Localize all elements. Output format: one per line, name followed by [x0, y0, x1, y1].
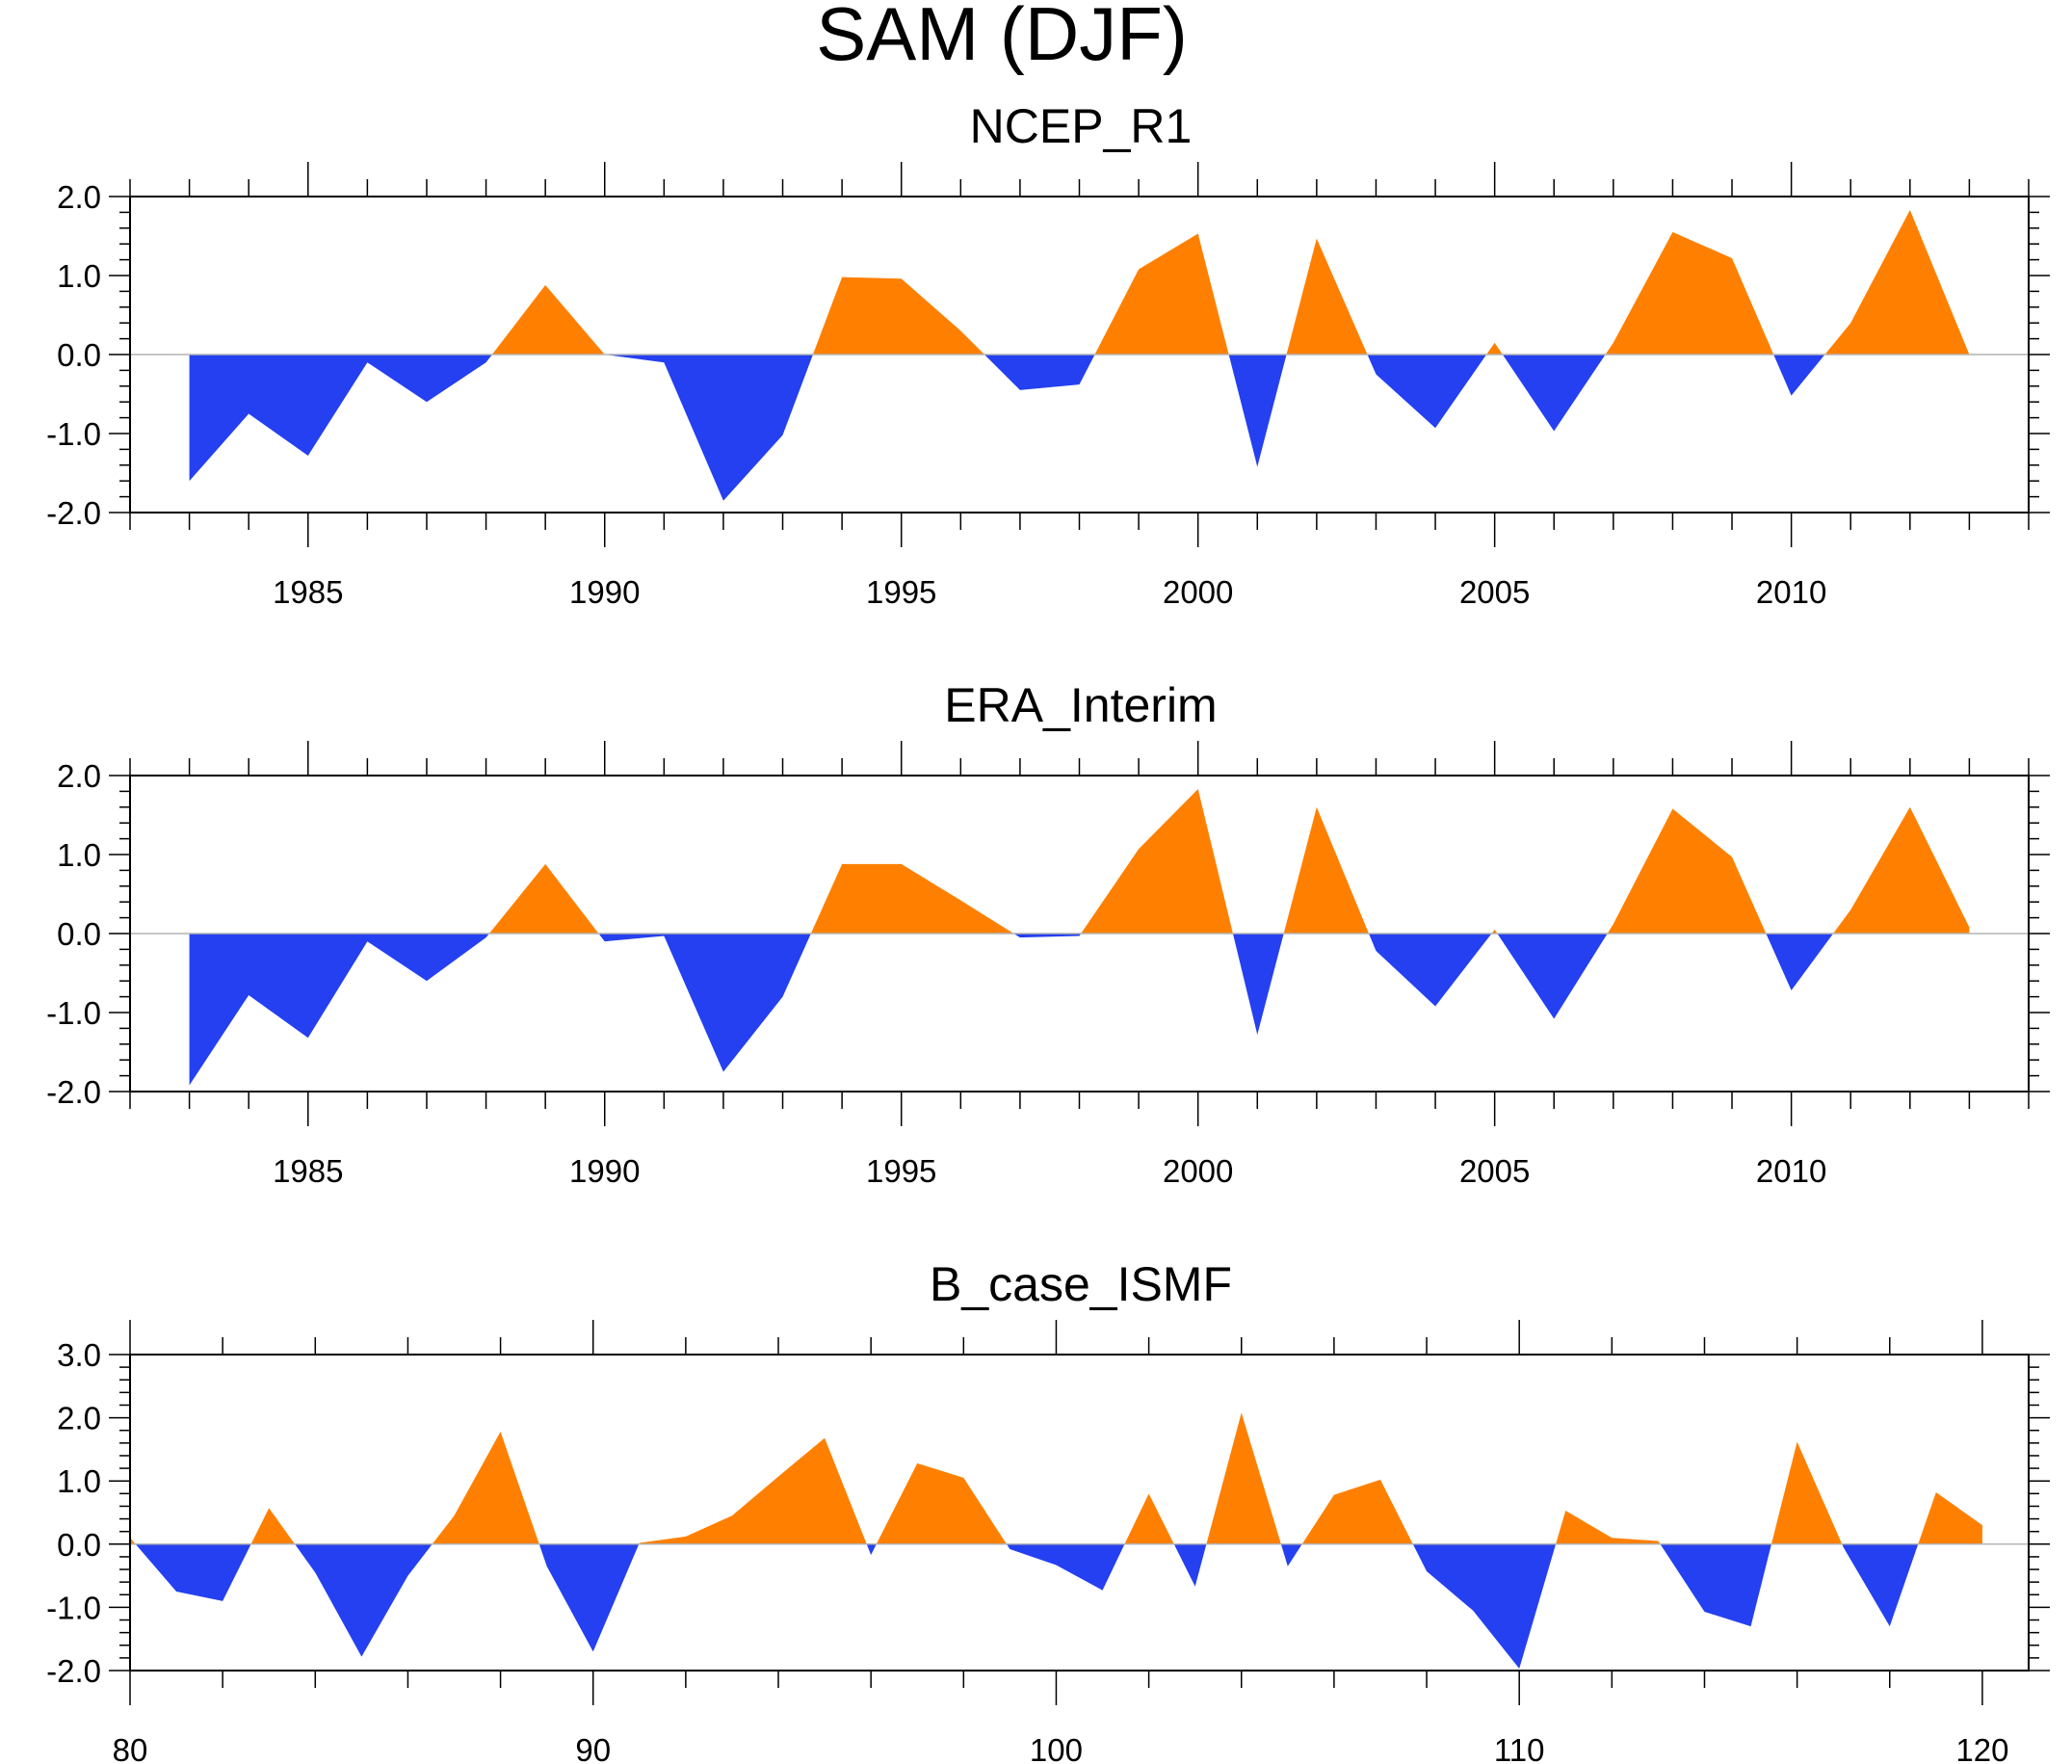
plot-b-case-ismf: -2.0 -1.0 0.0 1.0 2.0 3.0 80 90 100 110 120 — [46, 1320, 2050, 1764]
y-tick-label: 0.0 — [57, 916, 101, 952]
x-tick-label: 1985 — [273, 1153, 343, 1189]
x-tick-label: 1990 — [569, 1153, 640, 1189]
positive-area-6 — [639, 1437, 867, 1544]
x-tick-label: 1985 — [273, 574, 343, 610]
x-tick-label: 100 — [1030, 1732, 1083, 1764]
y-tick-label: 1.0 — [57, 1463, 101, 1499]
positive-area-9 — [1491, 929, 1498, 934]
negative-area-1 — [135, 1543, 251, 1601]
negative-area-6 — [1228, 355, 1287, 467]
x-tick-label: 2005 — [1459, 1153, 1530, 1189]
positive-area-12 — [1206, 1412, 1281, 1544]
negative-area-2 — [598, 934, 811, 1072]
x-tick-label: 80 — [113, 1732, 148, 1764]
y-tick-label: -2.0 — [46, 1074, 101, 1110]
x-tick-label: 2010 — [1756, 1153, 1826, 1189]
y-tick-label: 1.0 — [57, 837, 101, 873]
y-tick-label: 1.0 — [57, 258, 101, 294]
y-tick-label: -1.0 — [46, 416, 101, 452]
negative-area-10 — [1502, 355, 1606, 432]
y-tick-label: 0.0 — [57, 1527, 101, 1563]
y-tick-label: -1.0 — [46, 995, 101, 1031]
negative-area-4 — [1013, 934, 1082, 938]
positive-area-5 — [1081, 788, 1233, 934]
y-tick-label: -1.0 — [46, 1590, 101, 1625]
negative-area-17 — [1660, 1543, 1771, 1627]
panel-title-ncep-r1: NCEP_R1 — [970, 99, 1193, 153]
x-tick-label: 2010 — [1756, 574, 1826, 610]
y-tick-label: -2.0 — [46, 1653, 101, 1689]
y-tick-label: 3.0 — [57, 1337, 101, 1373]
y-tick-label: 2.0 — [57, 1401, 101, 1436]
positive-area-0 — [130, 1538, 136, 1544]
negative-area-5 — [538, 1543, 640, 1652]
positive-area-7 — [1283, 806, 1370, 934]
plot-era-interim: -2.0 -1.0 0.0 1.0 2.0 1985 1990 1995 2000 2005 201… — [46, 741, 2050, 1189]
x-tick-label: 2000 — [1163, 574, 1233, 610]
main-title: SAM (DJF) — [816, 0, 1188, 76]
positive-area-1 — [491, 284, 605, 355]
positive-area-5 — [1094, 233, 1229, 355]
x-tick-label: 2005 — [1459, 574, 1530, 610]
negative-area-19 — [1842, 1543, 1919, 1627]
positive-area-8 — [876, 1462, 1007, 1544]
positive-area-10 — [1124, 1493, 1174, 1544]
negative-area-12 — [1766, 934, 1834, 991]
negative-area-8 — [1367, 355, 1487, 429]
panel-title-b-case-ismf: B_case_ISMF — [930, 1257, 1232, 1311]
positive-area-11 — [1607, 808, 1767, 934]
positive-area-7 — [1286, 238, 1368, 355]
panel-era-interim: ERA_Interim -2.0 -1.0 0.0 1.0 2.0 1985 1990 199… — [46, 678, 2050, 1189]
x-tick-label: 2000 — [1163, 1153, 1233, 1189]
negative-area-4 — [984, 355, 1095, 390]
x-tick-label: 90 — [575, 1732, 611, 1764]
negative-area-12 — [1773, 355, 1825, 396]
negative-area-13 — [1280, 1543, 1302, 1567]
negative-area-7 — [866, 1543, 877, 1555]
x-tick-label: 120 — [1955, 1732, 2008, 1764]
positive-area-18 — [1770, 1441, 1843, 1544]
positive-area-14 — [1301, 1479, 1413, 1544]
x-tick-label: 1995 — [866, 1153, 936, 1189]
positive-area-3 — [810, 863, 1014, 934]
negative-area-2 — [604, 355, 813, 501]
negative-area-0 — [189, 355, 492, 482]
y-tick-label: 0.0 — [57, 337, 101, 373]
plot-frame — [129, 1354, 2030, 1672]
positive-area-1 — [488, 863, 599, 934]
negative-area-9 — [1006, 1543, 1125, 1591]
positive-area-9 — [1486, 342, 1503, 355]
negative-area-6 — [1232, 934, 1284, 1035]
negative-area-0 — [189, 934, 489, 1086]
positive-area-20 — [1918, 1492, 1982, 1544]
y-tick-label: 2.0 — [57, 758, 101, 794]
y-tick-label: 2.0 — [57, 179, 101, 215]
positive-area-13 — [1833, 806, 1970, 934]
plot-ncep-r1: -2.0 -1.0 0.0 1.0 2.0 1985 1990 1995 2000 2005 201… — [46, 162, 2050, 610]
x-tick-label: 1995 — [866, 574, 936, 610]
x-tick-label: 110 — [1494, 1732, 1545, 1764]
negative-area-11 — [1173, 1543, 1207, 1587]
negative-area-8 — [1369, 934, 1492, 1007]
negative-area-15 — [1412, 1543, 1557, 1670]
y-tick-label: -2.0 — [46, 495, 101, 531]
panel-title-era-interim: ERA_Interim — [944, 678, 1217, 732]
negative-area-3 — [295, 1543, 433, 1657]
positive-area-16 — [1556, 1511, 1661, 1544]
positive-area-3 — [812, 276, 984, 355]
x-tick-label: 1990 — [569, 574, 640, 610]
positive-area-11 — [1605, 231, 1774, 355]
positive-area-2 — [250, 1508, 296, 1544]
panel-ncep-r1: NCEP_R1 -2.0 -1.0 0.0 1.0 2.0 1985 1990 1995 200… — [46, 99, 2050, 610]
positive-area-4 — [432, 1432, 539, 1544]
panel-b-case-ismf: B_case_ISMF -2.0 -1.0 0.0 1.0 2.0 3.0 80 90 100 1… — [46, 1257, 2050, 1764]
negative-area-10 — [1497, 934, 1608, 1019]
positive-area-13 — [1824, 209, 1970, 355]
